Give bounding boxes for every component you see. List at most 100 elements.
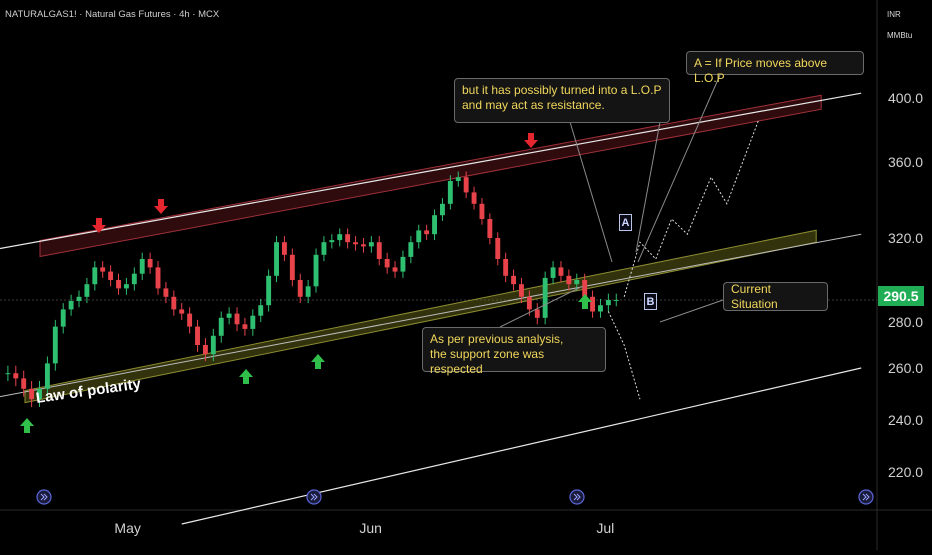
candle (598, 305, 603, 312)
middle-channel-line (0, 233, 862, 398)
candle (29, 388, 35, 400)
candle (424, 230, 430, 235)
candle (13, 373, 19, 379)
candle (60, 309, 66, 327)
symbol-label[interactable]: NATURALGAS1! (5, 9, 77, 20)
y-tick-label: 400.0 (888, 90, 923, 106)
candle (503, 259, 509, 276)
candle (21, 378, 27, 389)
candle (171, 296, 177, 310)
candle (392, 267, 398, 272)
lower-channel-line (181, 367, 862, 525)
lop-resistance-note: but it has possibly turned into a L.O.P … (454, 78, 670, 123)
candle (5, 373, 11, 375)
candle (447, 181, 453, 204)
green-up-arrow-icon (20, 418, 34, 433)
y-tick-label: 320.0 (888, 230, 923, 246)
unit-label: MMBtu (887, 31, 913, 40)
candle (400, 256, 406, 272)
candle (321, 242, 327, 255)
candle (297, 280, 303, 297)
resistance-zone (39, 94, 822, 258)
callout-pointer (499, 285, 584, 328)
chart-header: NATURALGAS1! · Natural Gas Futures · 4h … (5, 9, 220, 20)
candle (416, 230, 422, 243)
callout-pointer (635, 121, 661, 253)
candle (495, 238, 501, 259)
candle (463, 177, 469, 193)
candle (368, 242, 374, 247)
x-tick-label: May (114, 520, 140, 536)
candle (305, 286, 311, 297)
candle (281, 242, 287, 255)
candle (266, 275, 272, 306)
current-price-badge: 290.5 (878, 286, 924, 306)
candle (487, 219, 493, 238)
callout-pointer (569, 121, 613, 263)
x-tick-label: Jun (359, 520, 382, 536)
candle (590, 296, 596, 312)
candle (44, 363, 50, 389)
scenario-a-note: A = If Price moves above L.O.P (686, 51, 864, 85)
upper-channel-line (0, 92, 862, 250)
candle (210, 335, 216, 355)
interval-label[interactable]: 4h (179, 9, 190, 20)
candle (511, 275, 517, 285)
candle (187, 313, 193, 327)
candle (289, 254, 295, 280)
y-tick-label: 360.0 (888, 154, 923, 170)
green-up-arrow-icon (311, 354, 325, 369)
candle (202, 345, 208, 355)
candle (84, 284, 90, 297)
x-tick-label: Jul (596, 520, 614, 536)
red-down-arrow-icon (154, 199, 168, 214)
candle (313, 254, 319, 287)
scenario-b-label: B (644, 293, 657, 310)
candle (558, 267, 564, 276)
red-down-arrow-icon (92, 218, 106, 233)
projection-path-b (607, 311, 641, 400)
candle (432, 215, 437, 235)
candle (440, 203, 445, 216)
candle (479, 203, 485, 219)
candle (250, 315, 256, 329)
candle (360, 244, 366, 247)
currency-label: INR (887, 10, 901, 19)
callout-pointer (659, 299, 724, 323)
candle (234, 313, 240, 325)
y-tick-label: 240.0 (888, 412, 923, 428)
y-tick-label: 280.0 (888, 314, 923, 330)
candle (455, 177, 461, 181)
candle (384, 259, 390, 268)
candle (52, 326, 58, 364)
candle (37, 388, 42, 400)
event-marker-chevron-icon (310, 493, 318, 501)
callout-pointer (637, 74, 721, 263)
candle (534, 309, 540, 318)
event-marker-chevron-icon (40, 493, 48, 501)
candle (526, 296, 532, 310)
candle (345, 234, 351, 243)
candle (155, 267, 161, 289)
candle (226, 313, 232, 318)
candle (574, 280, 580, 285)
candle (68, 301, 74, 310)
current-situation-note: Current Situation (723, 282, 828, 311)
green-up-arrow-icon (578, 294, 592, 309)
candle (329, 240, 335, 243)
candle (550, 267, 556, 278)
candle (408, 242, 414, 257)
support-zone (24, 229, 817, 404)
candle (605, 299, 611, 306)
event-marker-chevron-icon (862, 493, 870, 501)
candle (337, 234, 343, 241)
candle (258, 305, 264, 316)
candle (92, 267, 98, 285)
candle (163, 288, 169, 297)
red-down-arrow-icon (524, 133, 538, 148)
candle (582, 280, 588, 297)
candle (566, 275, 572, 285)
candle (123, 284, 129, 289)
